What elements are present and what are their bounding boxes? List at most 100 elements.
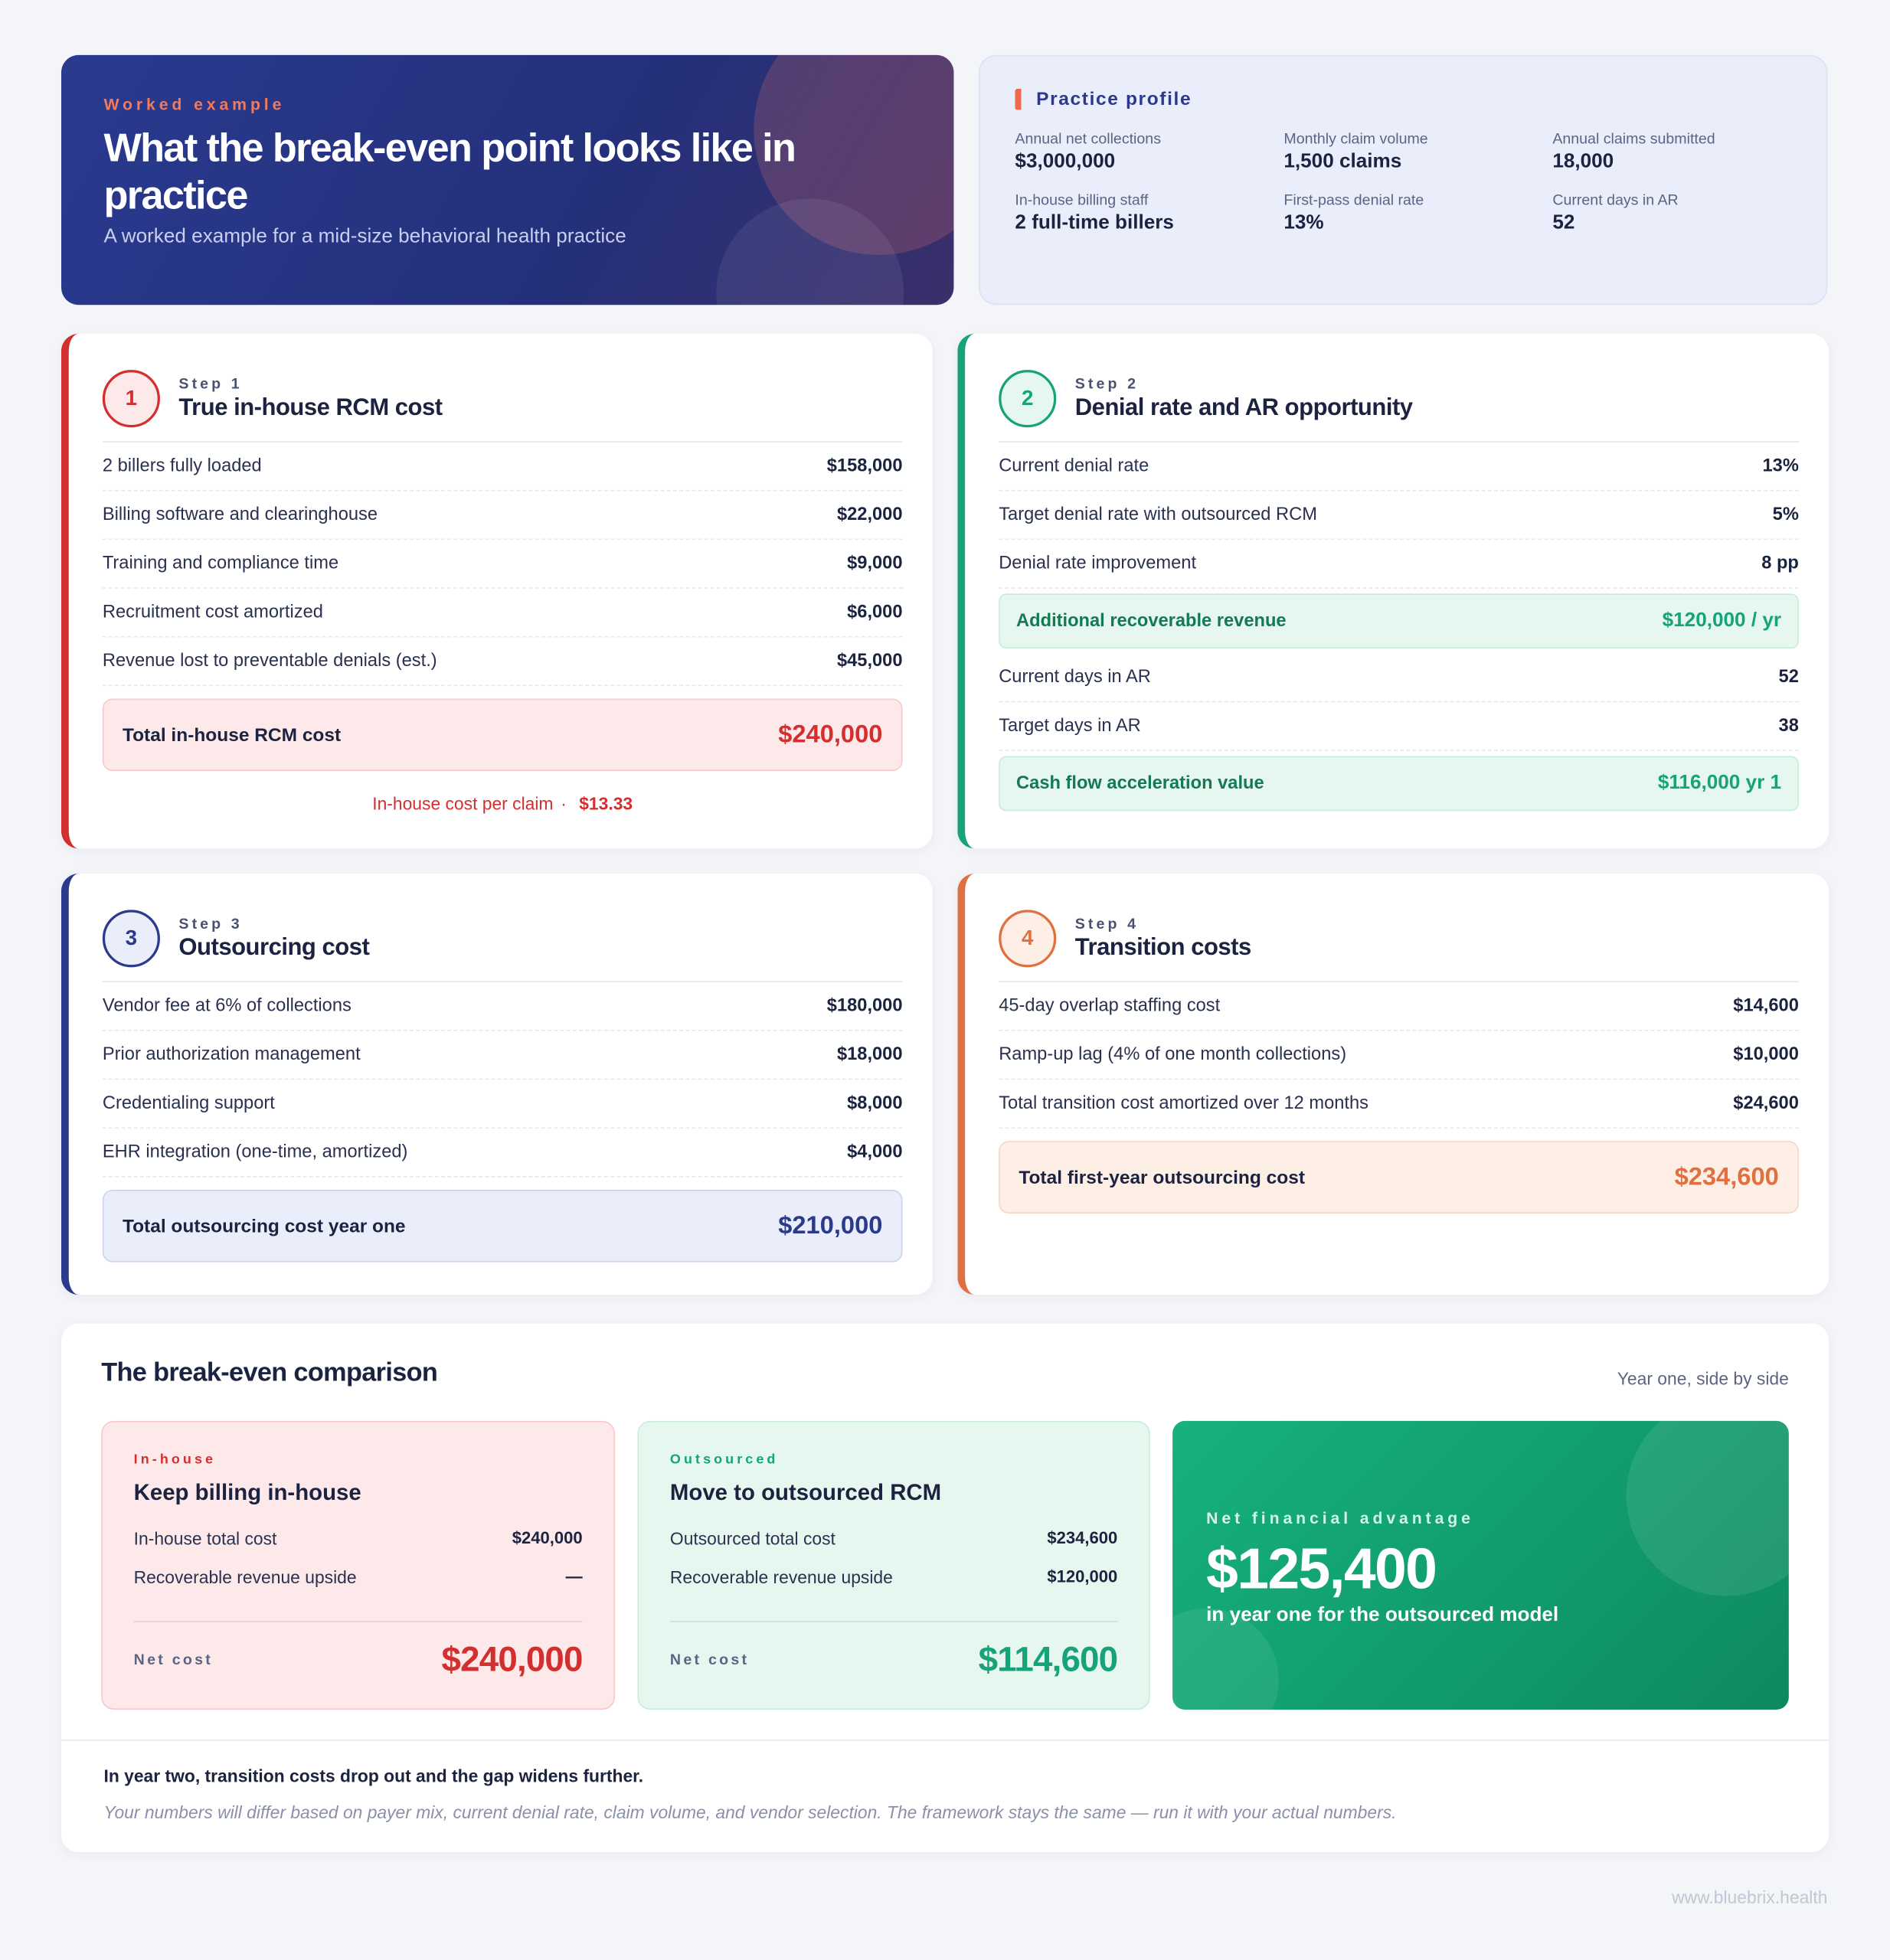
step-number: 4 [999,910,1057,968]
option-title: Keep billing in-house [133,1479,361,1505]
item-label: Prior authorization management [102,1044,361,1065]
step-header: 1 Step 1 True in-house RCM cost [102,361,903,443]
item-label: Revenue lost to preventable denials (est… [102,651,437,671]
item-label: Ramp-up lag (4% of one month collections… [999,1044,1347,1065]
item-label: Vendor fee at 6% of collections [102,995,352,1017]
option-value: $120,000 [1047,1566,1118,1586]
item-value: $18,000 [836,1044,903,1065]
note-separator: · [561,793,567,814]
step-title: Transition costs [1074,934,1251,962]
item-label: Current days in AR [999,667,1151,688]
advantage-card: Net financial advantage $125,400 in year o… [1172,1420,1789,1710]
option-eyebrow: Outsourced [669,1452,779,1468]
item-label: Denial rate improvement [999,554,1197,574]
item-label: Target denial rate with outsourced RCM [999,505,1317,525]
option-row: Recoverable revenue upside — [134,1567,583,1606]
advantage-value: $125,400 [1206,1536,1437,1601]
line-item: Additional recoverable revenue $120,000 /… [999,593,1799,649]
item-value: 8 pp [1761,554,1799,574]
step-number: 1 [102,370,160,428]
subtitle: A worked example for a mid-size behavior… [103,226,626,248]
step-card: 4 Step 4 Transition costs 45-day overlap st… [957,873,1830,1295]
item-value: $116,000 yr 1 [1657,772,1782,794]
step-header: 2 Step 2 Denial rate and AR opportunity [999,361,1799,443]
profile-title: Practice profile [1015,88,1791,110]
item-label: Billing software and clearinghouse [102,505,378,525]
line-item: Revenue lost to preventable denials (est… [102,637,903,687]
profile-value: 13% [1283,212,1324,234]
item-value: $22,000 [836,505,903,525]
item-value: $158,000 [826,456,903,476]
note: In-house cost per claim · $13.33 [103,794,903,814]
item-value: $14,600 [1733,995,1799,1017]
total-box: Total outsourcing cost year one $210,000 [102,1189,903,1263]
step-eyebrow: Step 1 [178,374,243,393]
line-item: Training and compliance time $9,000 [102,540,903,589]
item-value: 38 [1778,716,1799,737]
item-label: Recruitment cost amortized [102,602,323,622]
total-value: $210,000 [778,1211,883,1240]
option-row: Recoverable revenue upside $120,000 [670,1567,1117,1606]
step-heading: Step 3 Outsourcing cost [178,915,369,962]
total-label: Total first-year outsourcing cost [1019,1166,1305,1188]
item-label: 2 billers fully loaded [102,456,262,476]
total-label: Total in-house RCM cost [122,724,342,746]
step-title: Denial rate and AR opportunity [1074,394,1413,422]
profile-value: $3,000,000 [1015,151,1116,173]
item-value: 5% [1772,505,1799,525]
option-value: $234,600 [1047,1528,1118,1547]
line-item: Recruitment cost amortized $6,000 [102,589,903,638]
step-number: 2 [999,370,1057,428]
profile-grid: Annual net collections $3,000,000 Monthly … [1015,130,1791,235]
comparison-title: The break-even comparison [101,1358,438,1387]
line-item: Target days in AR 38 [999,702,1799,752]
option-label: Outsourced total cost [669,1528,835,1549]
option-card: In-house Keep billing in-house In-house to… [101,1420,616,1710]
footer-line: In year two, transition costs drop out a… [103,1766,644,1786]
profile-value: 1,500 claims [1283,151,1402,173]
header-card: Worked example What the break-even point … [60,54,954,305]
step-card: 1 Step 1 True in-house RCM cost 2 billers f… [60,333,933,849]
item-label: Total transition cost amortized over 12 … [999,1093,1369,1114]
profile-label: Monthly claim volume [1283,129,1428,148]
option-value: — [565,1566,583,1586]
title: What the break-even point looks like in … [103,125,796,218]
item-value: $24,600 [1733,1093,1799,1114]
profile-label: First-pass denial rate [1283,191,1424,209]
net-value: $114,600 [978,1639,1118,1679]
option-eyebrow: In-house [133,1452,217,1468]
step-eyebrow: Step 4 [1074,914,1140,933]
note-label: In-house cost per claim [372,793,554,814]
total-label: Total outsourcing cost year one [122,1215,406,1237]
item-value: $120,000 / yr [1662,609,1782,632]
step-eyebrow: Step 3 [178,914,243,933]
profile-label: Annual claims submitted [1552,129,1715,148]
line-item: Prior authorization management $18,000 [102,1031,903,1080]
step-heading: Step 1 True in-house RCM cost [178,374,443,423]
item-label: Training and compliance time [102,554,339,574]
profile-value: 52 [1552,212,1575,234]
step-number: 3 [102,910,160,968]
total-value: $234,600 [1674,1162,1779,1191]
line-item: 2 billers fully loaded $158,000 [102,443,903,492]
profile-value: 2 full-time billers [1015,212,1174,234]
profile-item: First-pass denial rate 13% [1283,191,1552,235]
profile-value: 18,000 [1552,151,1614,173]
line-item: Ramp-up lag (4% of one month collections… [999,1031,1799,1080]
item-label: EHR integration (one-time, amortized) [102,1142,408,1163]
line-item: Denial rate improvement 8 pp [999,540,1799,589]
item-value: $10,000 [1733,1044,1799,1065]
profile-item: In-house billing staff 2 full-time biller… [1015,191,1283,235]
step-heading: Step 2 Denial rate and AR opportunity [1075,375,1413,423]
item-value: 52 [1778,667,1799,688]
item-value: $8,000 [847,1093,903,1114]
line-item: Cash flow acceleration value $116,000 yr … [999,756,1799,812]
watermark: www.bluebrix.health [1672,1886,1828,1907]
item-label: Target days in AR [999,716,1141,737]
item-label: Current denial rate [999,456,1149,476]
step-title: True in-house RCM cost [178,394,443,422]
option-label: In-house total cost [133,1528,277,1549]
eyebrow: Worked example [103,95,286,114]
profile-label: In-house billing staff [1015,191,1149,209]
